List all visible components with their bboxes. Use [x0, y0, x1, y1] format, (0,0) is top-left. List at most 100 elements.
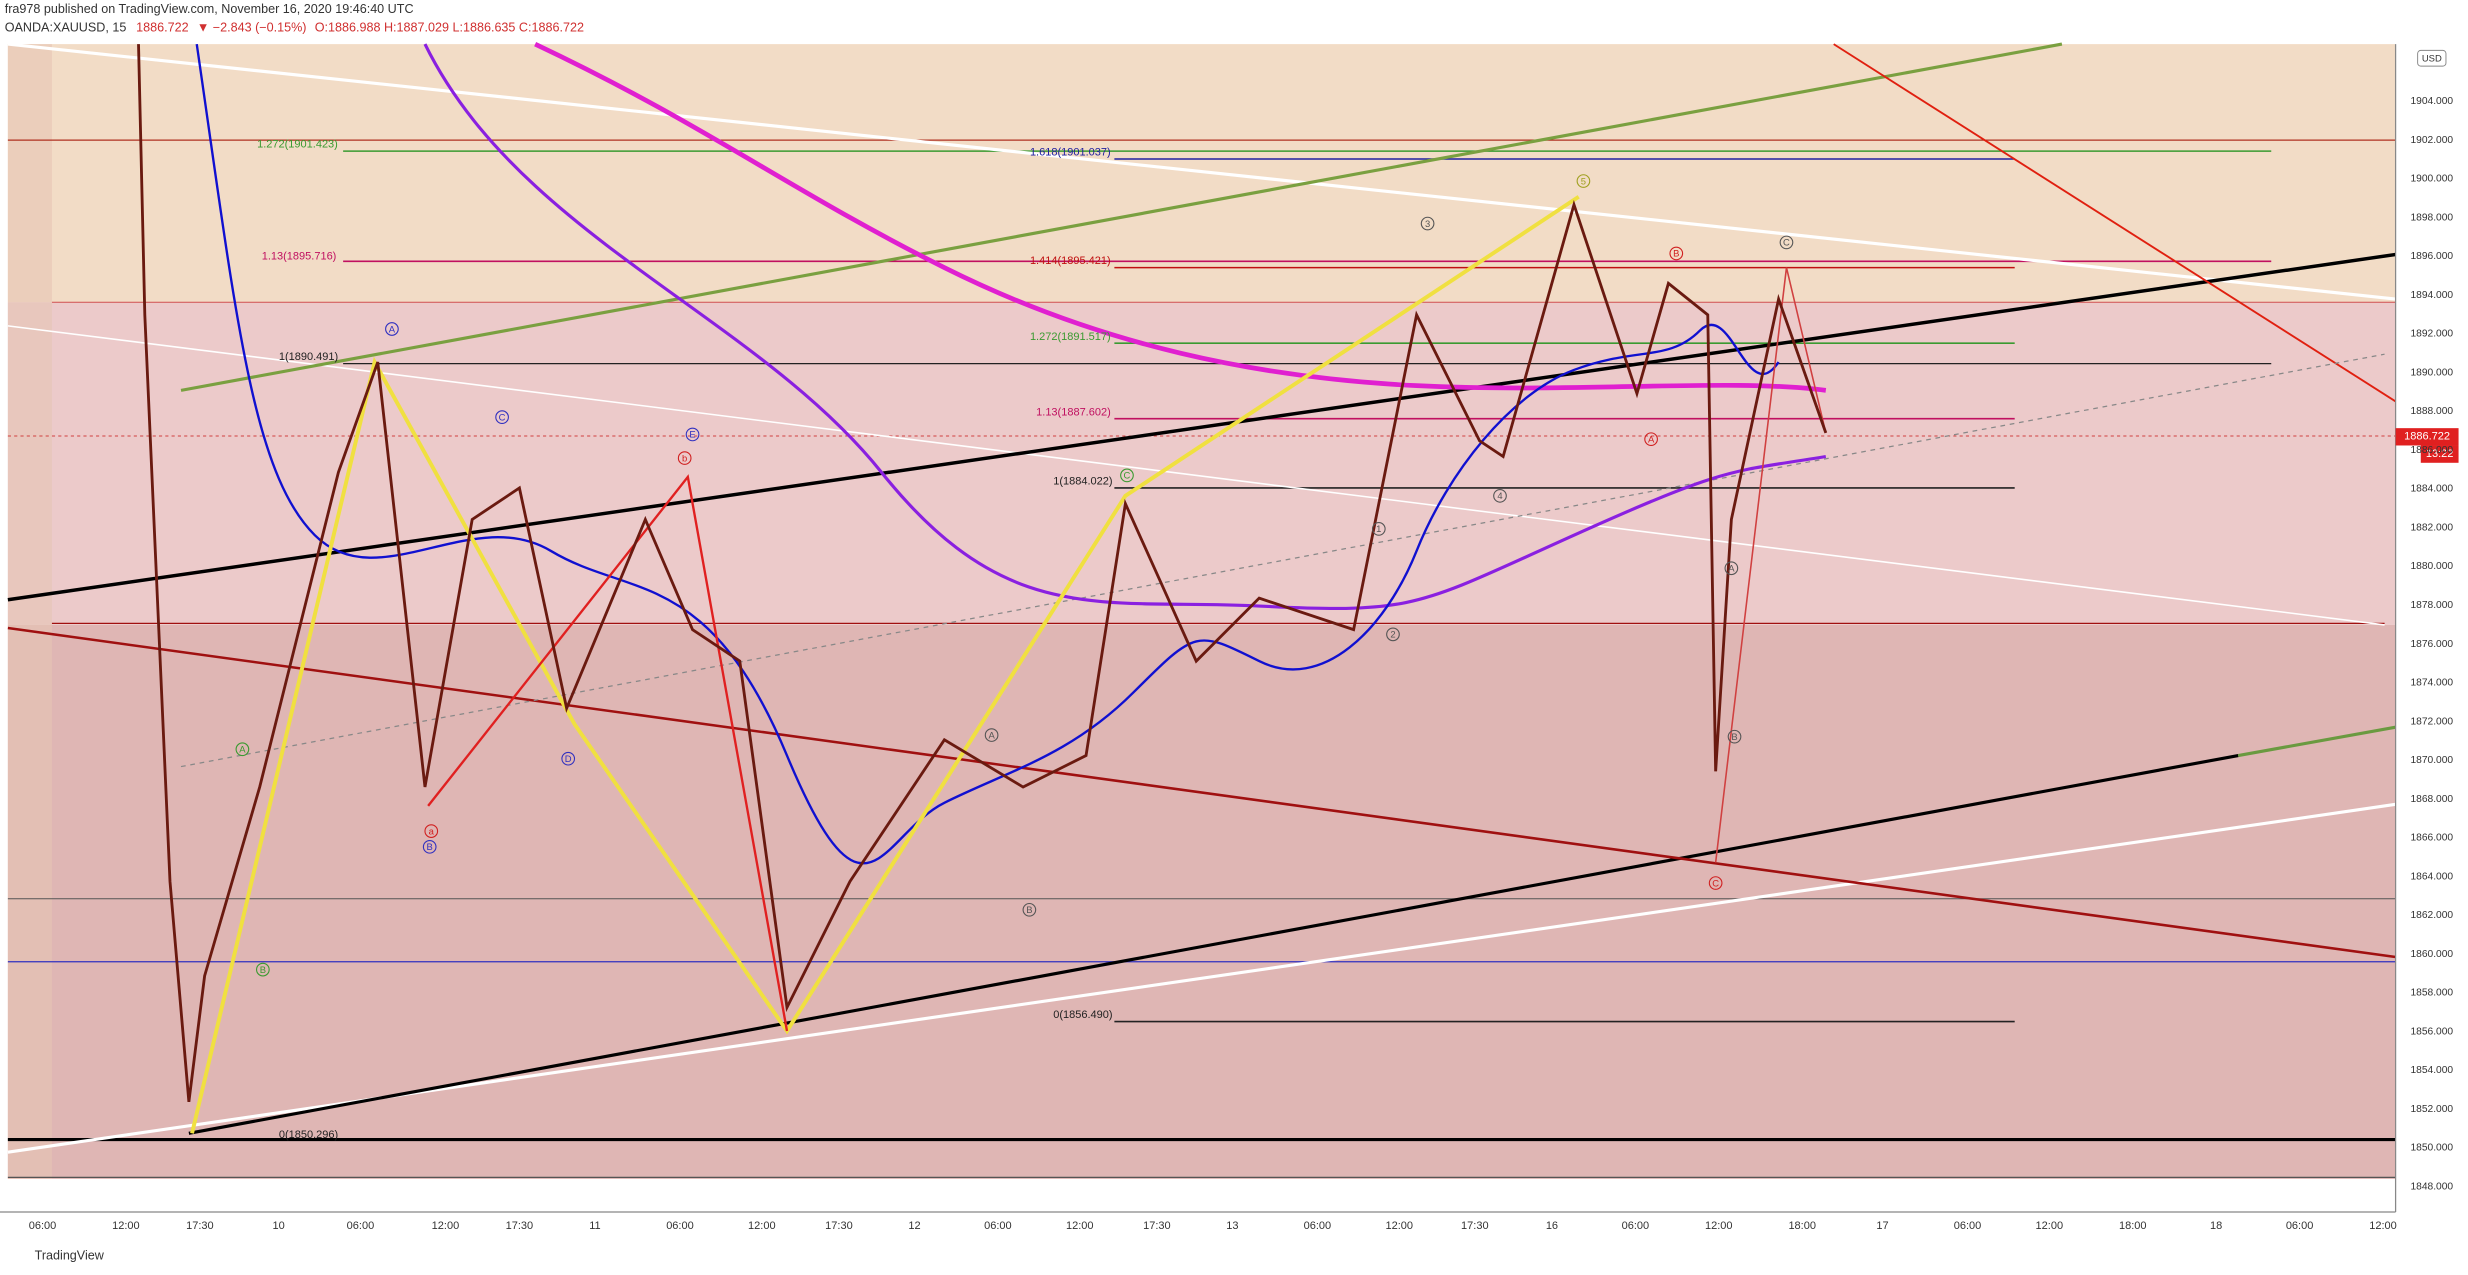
price-tick-label: 1852.000 — [2410, 1104, 2453, 1115]
dynamic-labels: 1848.000 1850.000 1852.000 1854.000 1856.000… — [29, 96, 2454, 1232]
wave-label: 4 — [1497, 491, 1502, 502]
footer-logo: TradingView — [35, 1248, 105, 1262]
wave-marker — [422, 839, 437, 854]
time-tick-label: 17:30 — [825, 1220, 853, 1232]
wave-marker — [1493, 488, 1507, 503]
fib-label: 1.618(1901.037) — [1030, 147, 1111, 159]
time-tick-label: 17:30 — [506, 1220, 534, 1232]
fib-label: 0(1850.296) — [279, 1129, 338, 1141]
price-tick-label: 1892.000 — [2410, 329, 2453, 340]
fib-label: 0(1856.490) — [1053, 1009, 1112, 1021]
currency-box — [2417, 49, 2447, 67]
time-tick-label: 10 — [272, 1220, 284, 1232]
wave-marker — [424, 824, 439, 838]
time-tick-label: 18:00 — [2119, 1220, 2147, 1232]
price-tick-label: 1850.000 — [2410, 1143, 2453, 1154]
price-tick-label: 1876.000 — [2410, 639, 2453, 650]
wave-label: C — [1783, 238, 1790, 249]
wave-label: C — [1712, 878, 1719, 889]
wave-marker — [685, 427, 700, 442]
fib-label: 1(1884.022) — [1053, 476, 1112, 488]
ohlc: O:1886.988 H:1887.029 L:1886.635 C:1886.… — [315, 21, 584, 35]
wave-label: C — [499, 412, 506, 423]
wave-marker — [1576, 174, 1591, 188]
time-tick-label: 12:00 — [112, 1220, 140, 1232]
price-tick-label: 1860.000 — [2410, 949, 2453, 960]
wave-marker — [561, 751, 576, 766]
wave-marker — [256, 962, 270, 977]
time-tick-label: 12:00 — [1066, 1220, 1094, 1232]
wave-label: a — [429, 826, 435, 837]
wave-marker — [1022, 902, 1037, 917]
price-tick-label: 1866.000 — [2410, 833, 2453, 844]
price-axis-panel — [2395, 44, 2468, 1209]
price-tick-label: 1888.000 — [2410, 406, 2453, 417]
price-tick-label: 1868.000 — [2410, 794, 2453, 805]
currency: USD — [2422, 54, 2442, 65]
time-tick-label: 12:00 — [1705, 1220, 1733, 1232]
wave-label: A — [1728, 564, 1735, 575]
wave-label: A — [239, 745, 246, 756]
price-tick-label: 1862.000 — [2410, 910, 2453, 921]
time-tick-label: 11 — [589, 1220, 600, 1232]
time-tick-label: 18 — [2210, 1220, 2222, 1232]
fib-label: 1.272(1901.423) — [257, 139, 338, 151]
time-tick-label: 17 — [1876, 1220, 1888, 1232]
wave-marker — [1644, 432, 1658, 447]
last-price: 1886.722 — [2404, 431, 2450, 443]
time-tick-label: 17:30 — [1461, 1220, 1489, 1232]
wave-label: A — [389, 324, 396, 335]
wave-label: B — [260, 965, 266, 976]
wave-marker — [984, 728, 999, 742]
time-tick-label: 17:30 — [1143, 1220, 1171, 1232]
wave-label: B — [1026, 905, 1032, 916]
wave-label: B — [1673, 249, 1679, 260]
time-tick-label: 12:00 — [2036, 1220, 2064, 1232]
price-tick-label: 1858.000 — [2410, 988, 2453, 999]
price-tick-label: 1856.000 — [2410, 1026, 2453, 1037]
wave-label: E — [689, 430, 695, 441]
time-tick-label: 06:00 — [1954, 1220, 1982, 1232]
wave-label: 1 — [1376, 524, 1381, 535]
horizontal-levels — [7, 139, 2396, 1179]
wave-marker — [235, 742, 250, 757]
countdown-badge — [2420, 445, 2459, 463]
price-tick-label: 1872.000 — [2410, 716, 2453, 727]
zone-lower — [7, 624, 2396, 1179]
fib-label: 1(1890.491) — [279, 351, 338, 363]
price-tick-label: 1870.000 — [2410, 755, 2453, 766]
last-price-badge — [2395, 428, 2459, 446]
wave-label: b — [682, 453, 687, 464]
wave-marker — [1669, 246, 1684, 261]
wave-label: A — [988, 730, 995, 741]
price-tick-label: 1886.000 — [2410, 445, 2453, 456]
time-tick-label: 06:00 — [1304, 1220, 1332, 1232]
price-tick-label: 1890.000 — [2410, 367, 2453, 378]
price-tick-label: 1874.000 — [2410, 678, 2453, 689]
wave-marker — [495, 410, 509, 424]
price-tick-label: 1854.000 — [2410, 1065, 2453, 1076]
price-tick-label: 1902.000 — [2410, 135, 2453, 146]
wave-marker — [1708, 876, 1723, 890]
time-tick-label: 12:00 — [432, 1220, 460, 1232]
wave-label: B — [1731, 732, 1737, 743]
time-tick-label: 12:00 — [2369, 1220, 2397, 1232]
time-tick-label: 13 — [1226, 1220, 1238, 1232]
price-tick-label: 1898.000 — [2410, 212, 2453, 223]
wave-label: D — [565, 754, 572, 765]
wave-marker — [1371, 522, 1386, 536]
price-tick-label: 1882.000 — [2410, 522, 2453, 533]
price-tick-label: 1900.000 — [2410, 174, 2453, 185]
time-tick-label: 18:00 — [1788, 1220, 1816, 1232]
wave-marker — [1779, 235, 1794, 250]
wave-label: C — [1124, 471, 1131, 482]
wave-label: 5 — [1581, 176, 1586, 187]
price-tick-label: 1884.000 — [2410, 484, 2453, 495]
time-tick-label: 12 — [908, 1220, 920, 1232]
time-tick-label: 06:00 — [347, 1220, 375, 1232]
fib-label: 1.414(1895.421) — [1030, 255, 1111, 267]
zone-middle — [7, 302, 2396, 625]
wave-marker — [677, 451, 692, 465]
